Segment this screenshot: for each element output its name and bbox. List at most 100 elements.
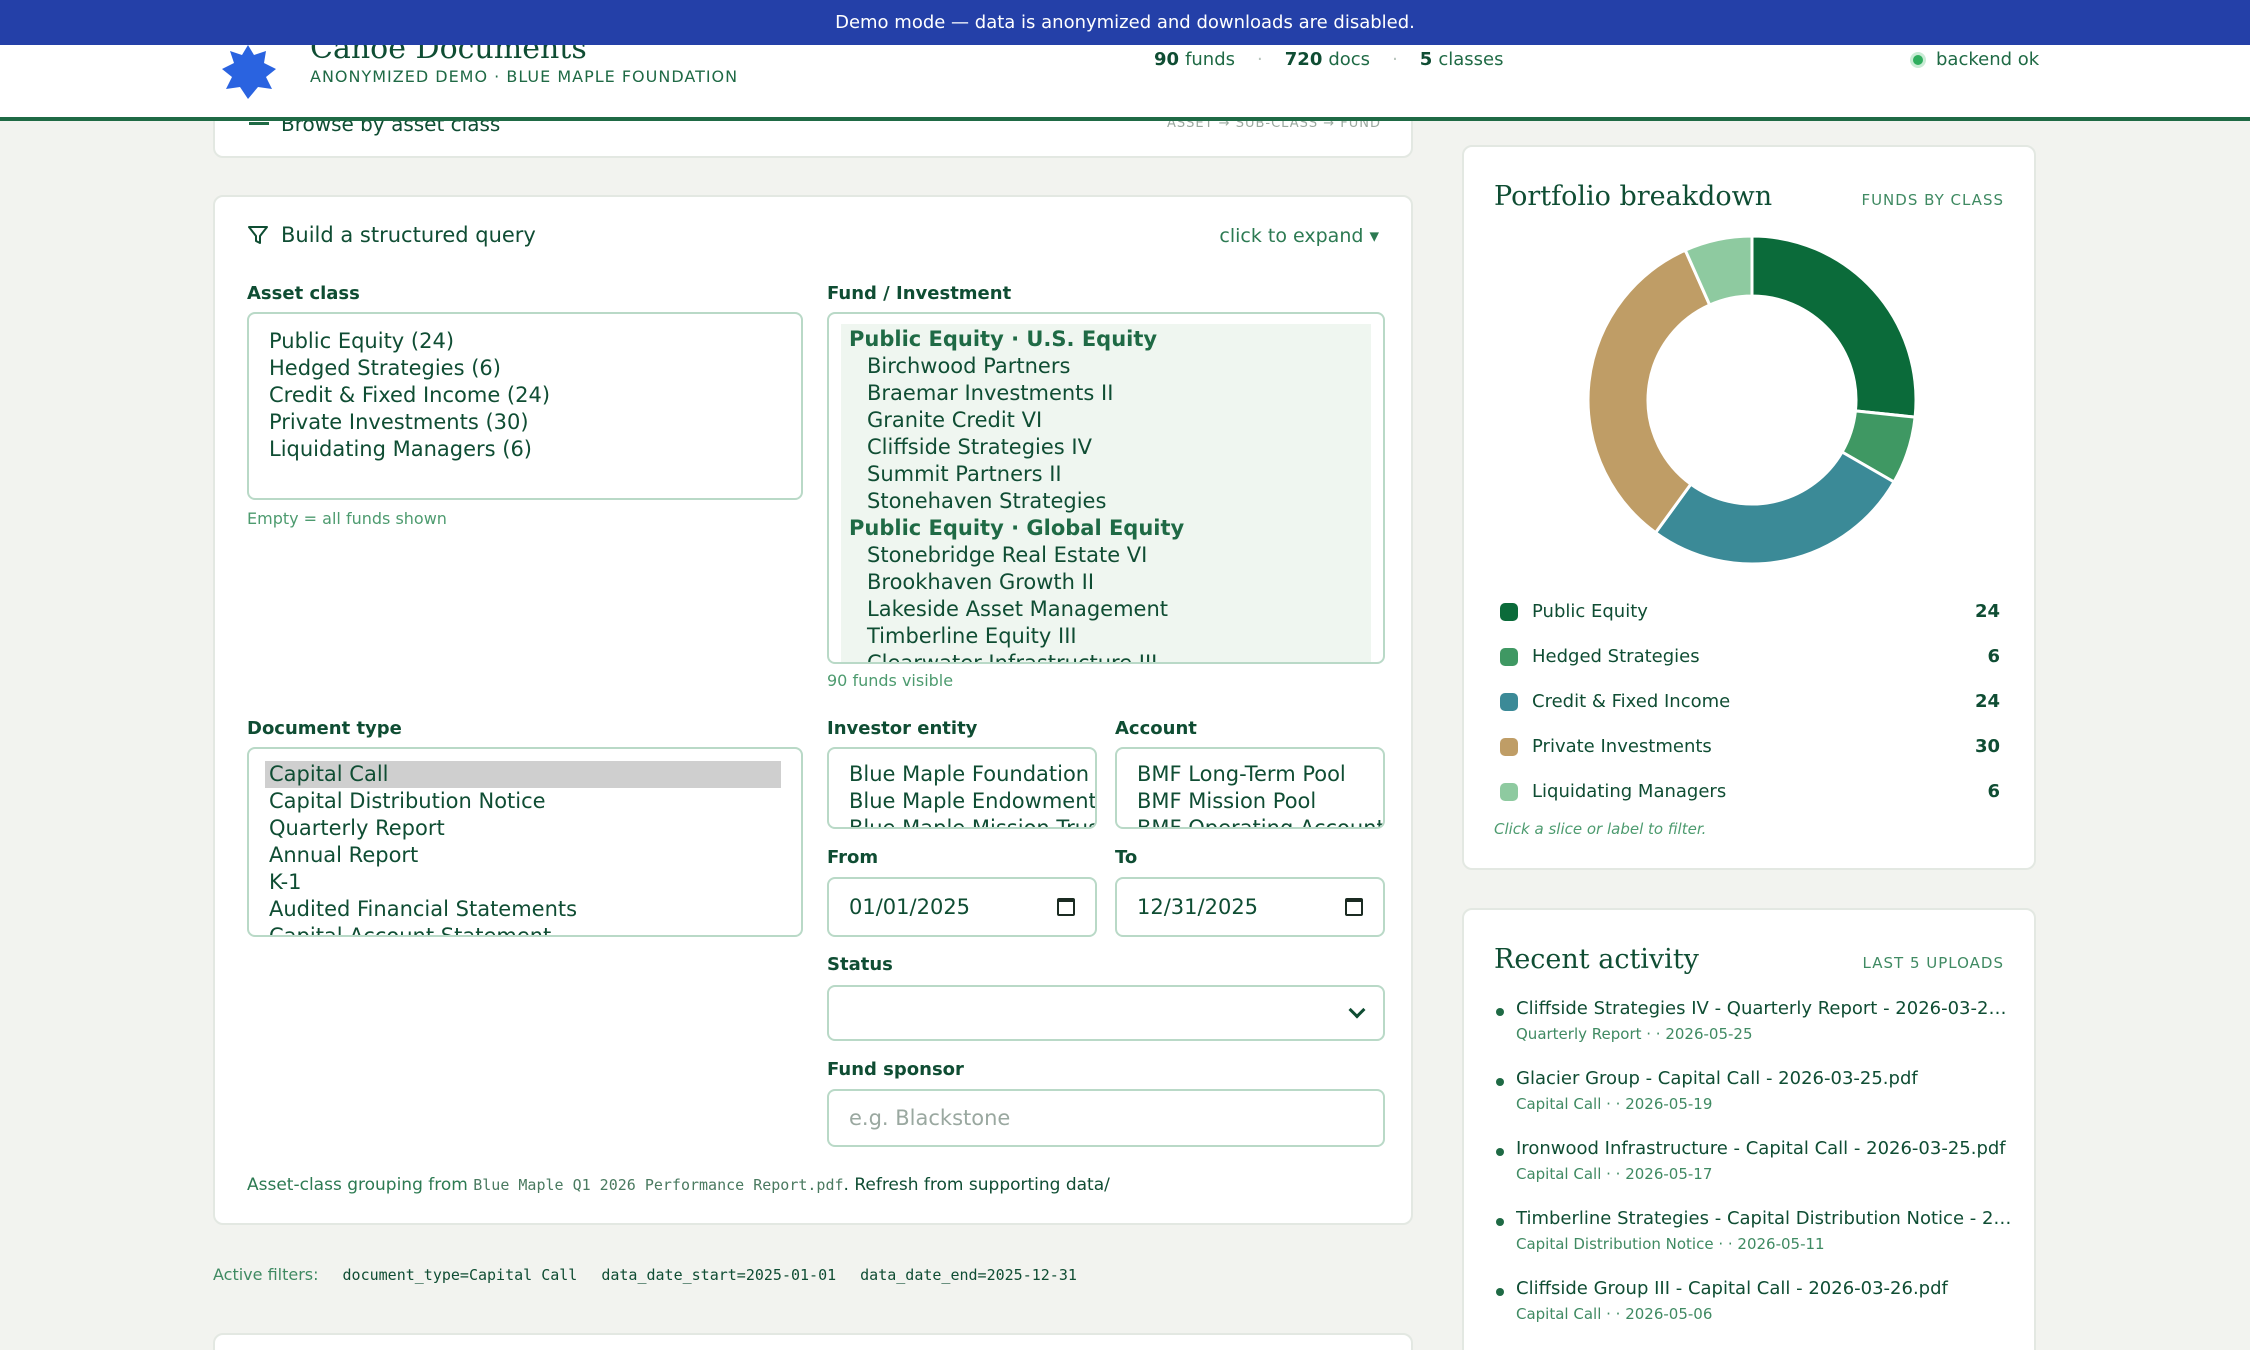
investor-option[interactable]: Blue Maple Endowment xyxy=(849,789,1097,813)
query-title: Build a structured query xyxy=(281,223,536,247)
investor-option[interactable]: Blue Maple Mission Trust xyxy=(849,816,1097,829)
investor-label: Investor entity xyxy=(827,718,978,739)
fund-option[interactable]: Granite Credit VI xyxy=(867,408,1043,432)
portfolio-tag: FUNDS BY CLASS xyxy=(1861,191,2004,209)
legend-value: 6 xyxy=(1987,781,2000,802)
calendar-icon[interactable] xyxy=(1345,898,1363,916)
activity-item[interactable]: Cliffside Group III - Capital Call - 202… xyxy=(1494,1278,2014,1348)
legend-item[interactable]: Private Investments 30 xyxy=(1500,724,2000,769)
stat-docs-label: docs xyxy=(1328,49,1371,70)
fund-select[interactable]: Public Equity · U.S. Equity Birchwood Pa… xyxy=(827,312,1385,664)
stat-separator: · xyxy=(1392,49,1398,70)
fund-option[interactable]: Summit Partners II xyxy=(867,462,1062,486)
asset-class-option[interactable]: Private Investments (30) xyxy=(269,410,529,434)
legend-item[interactable]: Liquidating Managers 6 xyxy=(1500,769,2000,814)
donut-slice-private-investments[interactable] xyxy=(1586,248,1712,535)
doc-type-option[interactable]: Quarterly Report xyxy=(269,816,445,840)
account-option[interactable]: BMF Mission Pool xyxy=(1137,789,1317,813)
backend-status: backend ok xyxy=(1910,49,2039,70)
activity-item-title[interactable]: Cliffside Group III - Capital Call - 202… xyxy=(1516,1278,1948,1299)
activity-item-title[interactable]: Glacier Group - Capital Call - 2026-03-2… xyxy=(1516,1068,1918,1089)
legend-item[interactable]: Public Equity 24 xyxy=(1500,589,2000,634)
doc-type-option[interactable]: Capital Distribution Notice xyxy=(269,789,546,813)
bullet-icon xyxy=(1496,1148,1504,1156)
account-select[interactable]: BMF Long-Term Pool BMF Mission Pool BMF … xyxy=(1115,747,1385,829)
to-date-input[interactable]: 12/31/2025 xyxy=(1115,877,1385,937)
asset-class-option[interactable]: Liquidating Managers (6) xyxy=(269,437,533,461)
fund-option[interactable]: Brookhaven Growth II xyxy=(867,570,1095,594)
fund-option[interactable]: Timberline Equity III xyxy=(867,624,1077,648)
legend-label[interactable]: Hedged Strategies xyxy=(1532,646,1700,667)
legend-swatch xyxy=(1500,647,1518,666)
doc-type-select[interactable]: Capital Call Capital Distribution Notice… xyxy=(247,747,803,937)
fund-option[interactable]: Stonehaven Strategies xyxy=(867,489,1107,513)
fund-visible-hint: 90 funds visible xyxy=(827,671,954,690)
legend-label[interactable]: Liquidating Managers xyxy=(1532,781,1727,802)
legend-label[interactable]: Credit & Fixed Income xyxy=(1532,691,1731,712)
legend-item[interactable]: Hedged Strategies 6 xyxy=(1500,634,2000,679)
doc-type-label: Document type xyxy=(247,718,402,739)
query-header[interactable]: Build a structured query xyxy=(247,223,536,247)
from-date-value: 01/01/2025 xyxy=(849,895,971,919)
doc-type-option-selected[interactable]: Capital Call xyxy=(265,761,781,788)
portfolio-donut-chart[interactable] xyxy=(1584,232,1920,568)
portfolio-legend: Public Equity 24 Hedged Strategies 6 Credit … xyxy=(1500,589,2000,814)
calendar-icon[interactable] xyxy=(1057,898,1075,916)
investor-select[interactable]: Blue Maple Foundation Blue Maple Endowme… xyxy=(827,747,1097,829)
activity-item[interactable]: Glacier Group - Capital Call - 2026-03-2… xyxy=(1494,1068,2014,1138)
app-subtitle: ANONYMIZED DEMO · BLUE MAPLE FOUNDATION xyxy=(310,67,739,86)
asset-class-select[interactable]: Public Equity (24) Hedged Strategies (6)… xyxy=(247,312,803,500)
legend-swatch xyxy=(1500,692,1518,711)
status-select[interactable] xyxy=(827,985,1385,1041)
bullet-icon xyxy=(1496,1288,1504,1296)
investor-option[interactable]: Blue Maple Foundation xyxy=(849,762,1090,786)
activity-item[interactable]: Cliffside Strategies IV - Quarterly Repo… xyxy=(1494,998,2014,1068)
expand-toggle[interactable]: click to expand ▾ xyxy=(1219,225,1379,247)
asset-class-option[interactable]: Credit & Fixed Income (24) xyxy=(269,383,551,407)
status-dot-icon xyxy=(1910,51,1926,68)
account-option[interactable]: BMF Operating Account xyxy=(1137,816,1385,829)
legend-label[interactable]: Public Equity xyxy=(1532,601,1648,622)
asset-class-option[interactable]: Hedged Strategies (6) xyxy=(269,356,501,380)
activity-item-title[interactable]: Timberline Strategies - Capital Distribu… xyxy=(1516,1208,2014,1229)
filter-chip[interactable]: data_date_end=2025-12-31 xyxy=(860,1265,1077,1284)
account-label: Account xyxy=(1115,718,1197,739)
filter-chip[interactable]: document_type=Capital Call xyxy=(342,1265,578,1284)
activity-item[interactable]: Timberline Strategies - Capital Distribu… xyxy=(1494,1208,2014,1278)
donut-slice-liquidating-managers[interactable] xyxy=(1683,234,1754,307)
legend-swatch xyxy=(1500,782,1518,801)
legend-label[interactable]: Private Investments xyxy=(1532,736,1712,757)
account-option[interactable]: BMF Long-Term Pool xyxy=(1137,762,1346,786)
activity-item-title[interactable]: Ironwood Infrastructure - Capital Call -… xyxy=(1516,1138,2006,1159)
doc-type-option[interactable]: Capital Account Statement xyxy=(269,924,552,937)
active-filters-label: Active filters: xyxy=(213,1265,319,1284)
logo-icon xyxy=(222,45,276,99)
filter-chip[interactable]: data_date_start=2025-01-01 xyxy=(601,1265,837,1284)
legend-value: 6 xyxy=(1987,646,2000,667)
fund-option[interactable]: Clearwater Infrastructure III xyxy=(867,651,1158,664)
sponsor-placeholder: e.g. Blackstone xyxy=(849,1106,1011,1130)
doc-type-option[interactable]: Audited Financial Statements xyxy=(269,897,578,921)
filter-icon xyxy=(248,226,268,244)
activity-item-meta: Quarterly Report · · 2026-05-25 xyxy=(1516,1025,1753,1043)
fund-option[interactable]: Lakeside Asset Management xyxy=(867,597,1169,621)
donut-slice-credit-fixed-income[interactable] xyxy=(1653,449,1897,566)
activity-item[interactable]: Ironwood Infrastructure - Capital Call -… xyxy=(1494,1138,2014,1208)
from-date-input[interactable]: 01/01/2025 xyxy=(827,877,1097,937)
activity-item-title[interactable]: Cliffside Strategies IV - Quarterly Repo… xyxy=(1516,998,2014,1019)
sponsor-input[interactable]: e.g. Blackstone xyxy=(827,1089,1385,1147)
grouping-footnote: Asset-class grouping from Blue Maple Q1 … xyxy=(247,1175,1110,1195)
fund-option[interactable]: Braemar Investments II xyxy=(867,381,1114,405)
fund-option[interactable]: Stonebridge Real Estate VI xyxy=(867,543,1148,567)
fund-option[interactable]: Cliffside Strategies IV xyxy=(867,435,1092,459)
fund-option[interactable]: Birchwood Partners xyxy=(867,354,1071,378)
legend-item[interactable]: Credit & Fixed Income 24 xyxy=(1500,679,2000,724)
doc-type-option[interactable]: Annual Report xyxy=(269,843,419,867)
doc-type-option[interactable]: K-1 xyxy=(269,870,302,894)
asset-class-option[interactable]: Public Equity (24) xyxy=(269,329,455,353)
donut-slice-public-equity[interactable] xyxy=(1750,234,1918,419)
stat-separator: · xyxy=(1257,49,1263,70)
fund-group-label: Public Equity · U.S. Equity xyxy=(849,327,1158,351)
bullet-icon xyxy=(1496,1078,1504,1086)
portfolio-title: Portfolio breakdown xyxy=(1494,181,1773,212)
